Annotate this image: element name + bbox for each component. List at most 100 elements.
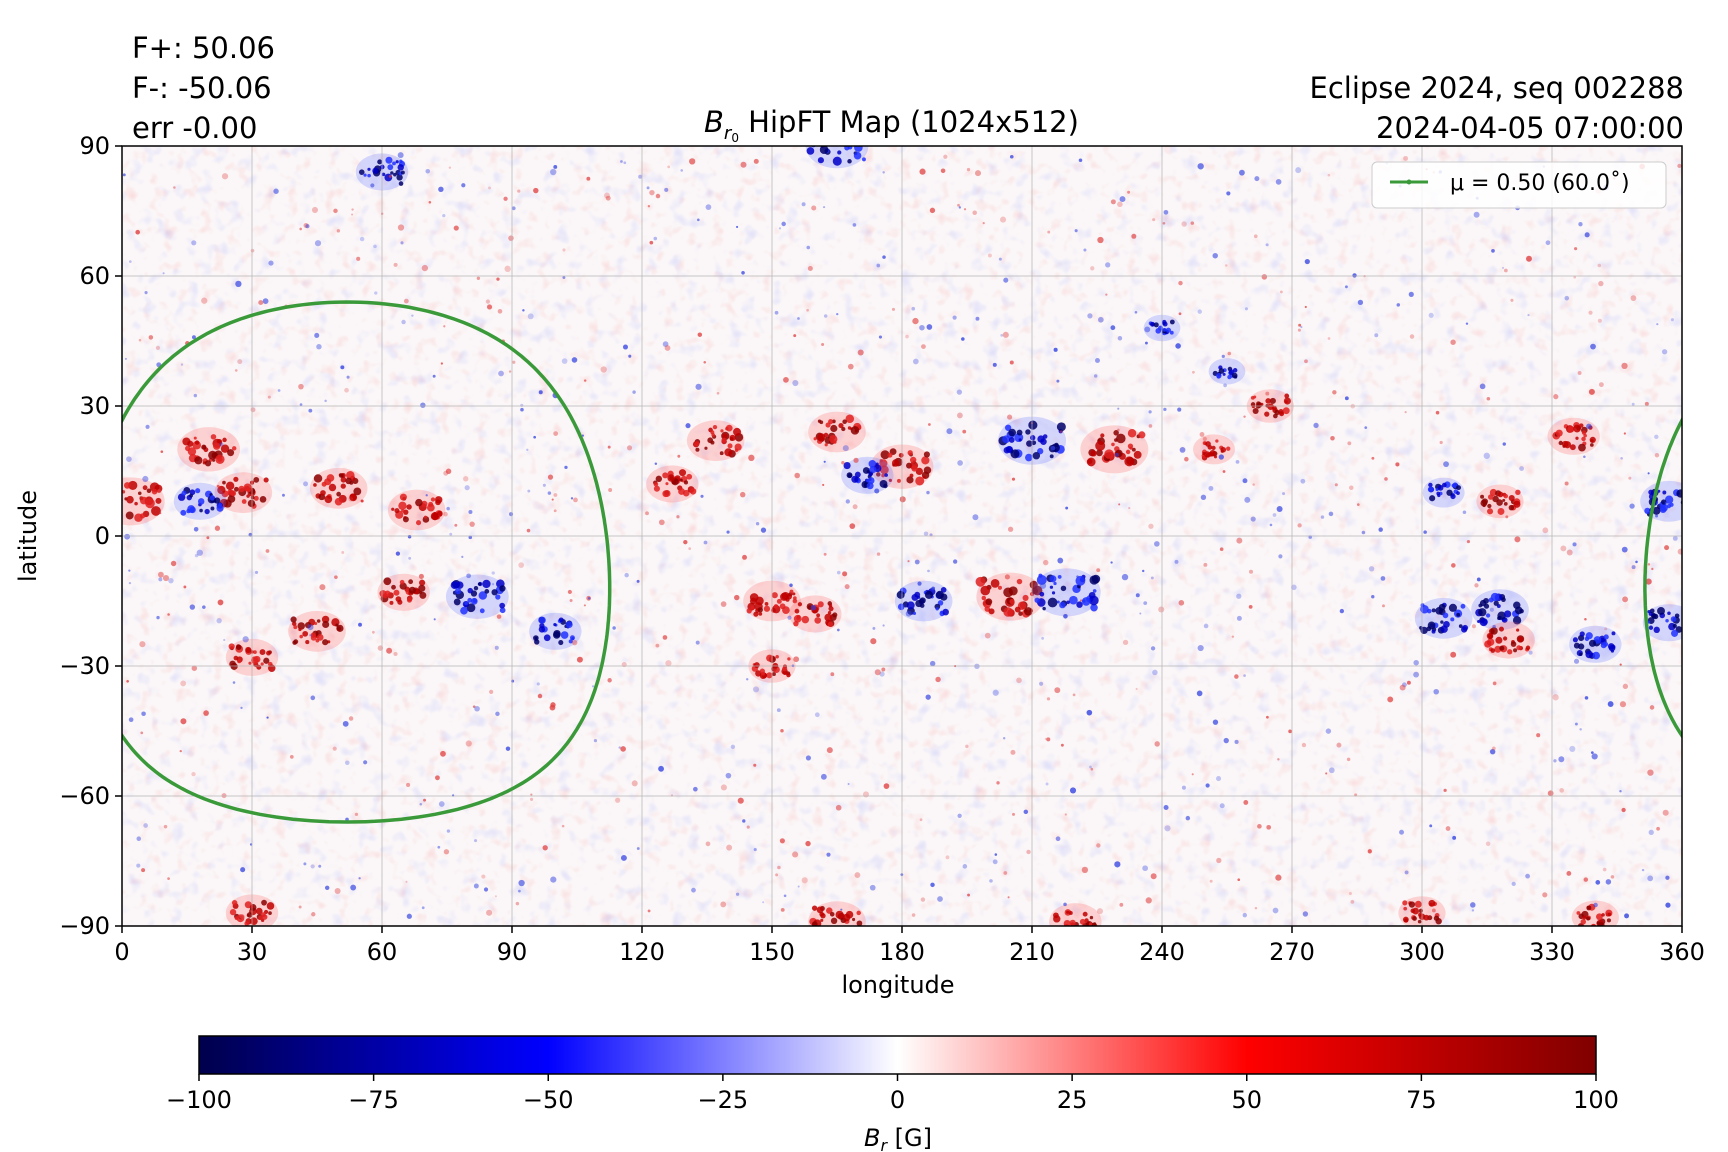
region-speck — [560, 631, 569, 639]
region-speck — [876, 472, 881, 477]
region-speck — [792, 592, 796, 596]
region-speck — [250, 495, 255, 500]
positive-speck — [162, 574, 170, 582]
region-speck — [772, 672, 776, 677]
region-speck — [1037, 448, 1044, 455]
negative-speck — [956, 389, 963, 395]
region-speck — [915, 467, 923, 476]
positive-speck — [1016, 677, 1022, 684]
region-speck — [1104, 449, 1114, 459]
region-speck — [725, 424, 733, 432]
positive-speck — [1192, 370, 1195, 374]
negative-speck — [518, 879, 525, 887]
negative-speck — [1219, 803, 1225, 809]
region-speck — [229, 909, 237, 916]
positive-speck — [945, 855, 950, 860]
region-speck — [1265, 398, 1271, 404]
positive-speck — [1059, 430, 1063, 433]
positive-speck — [1647, 563, 1651, 566]
negative-speck — [1143, 601, 1148, 605]
region-speck — [1450, 493, 1456, 500]
negative-speck — [1476, 577, 1481, 582]
negative-speck — [912, 358, 919, 365]
positive-speck — [1150, 873, 1157, 880]
positive-speck — [1145, 897, 1152, 904]
region-speck — [1487, 503, 1492, 509]
region-speck — [678, 488, 685, 495]
positive-speck — [1297, 523, 1302, 528]
positive-speck — [1403, 155, 1409, 161]
positive-speck — [1486, 396, 1491, 401]
region-speck — [1674, 613, 1680, 618]
negative-speck — [1295, 167, 1302, 174]
positive-speck — [1203, 562, 1208, 567]
positive-speck — [688, 547, 692, 551]
positive-speck — [160, 450, 164, 453]
positive-speck — [239, 914, 245, 920]
positive-region — [789, 595, 842, 633]
negative-speck — [664, 187, 669, 192]
negative-speck — [623, 161, 627, 165]
region-speck — [1069, 595, 1078, 605]
positive-speck — [1349, 485, 1354, 490]
negative-speck — [473, 883, 479, 889]
positive-speck — [620, 746, 626, 752]
region-speck — [935, 607, 939, 611]
negative-speck — [1223, 383, 1227, 388]
region-speck — [139, 513, 146, 519]
positive-speck — [600, 366, 607, 373]
region-speck — [897, 478, 901, 483]
region-speck — [1578, 443, 1586, 452]
positive-speck — [753, 763, 757, 767]
region-speck — [1018, 438, 1022, 442]
region-speck — [1226, 446, 1231, 451]
positive-region — [1547, 417, 1600, 455]
negative-speck — [1197, 644, 1204, 652]
positive-speck — [180, 680, 187, 687]
positive-region — [1193, 434, 1235, 465]
negative-speck — [1226, 191, 1231, 196]
region-speck — [1525, 645, 1531, 650]
region-speck — [1492, 495, 1499, 503]
negative-speck — [1141, 569, 1145, 573]
negative-speck — [126, 456, 132, 462]
region-speck — [724, 448, 733, 457]
positive-speck — [542, 845, 548, 851]
positive-speck — [1628, 476, 1632, 480]
region-speck — [313, 474, 323, 483]
region-speck — [837, 150, 842, 155]
region-speck — [1096, 449, 1103, 457]
region-speck — [1252, 407, 1259, 415]
negative-speck — [911, 306, 916, 311]
positive-speck — [737, 797, 744, 804]
region-speck — [180, 509, 187, 516]
positive-speck — [1559, 788, 1565, 793]
negative-speck — [314, 240, 322, 247]
negative-speck — [789, 583, 793, 587]
negative-speck — [1148, 410, 1152, 414]
negative-speck — [925, 694, 931, 700]
positive-speck — [1178, 280, 1183, 286]
negative-speck — [449, 532, 453, 536]
negative-speck — [1313, 422, 1319, 429]
negative-speck — [1119, 196, 1126, 203]
region-speck — [1129, 446, 1133, 450]
negative-speck — [346, 375, 350, 379]
region-speck — [663, 490, 671, 497]
positive-speck — [1117, 201, 1123, 208]
region-speck — [766, 672, 773, 679]
legend-marker — [1406, 179, 1412, 185]
negative-speck — [726, 530, 730, 534]
positive-speck — [907, 560, 910, 563]
region-speck — [215, 454, 225, 464]
region-speck — [835, 910, 844, 919]
positive-speck — [1597, 318, 1602, 323]
region-speck — [1426, 608, 1432, 614]
region-speck — [231, 900, 238, 906]
region-speck — [255, 907, 263, 915]
positive-speck — [139, 495, 142, 499]
region-speck — [779, 603, 786, 610]
positive-speck — [440, 362, 444, 365]
negative-speck — [1621, 546, 1628, 553]
region-speck — [786, 672, 791, 678]
